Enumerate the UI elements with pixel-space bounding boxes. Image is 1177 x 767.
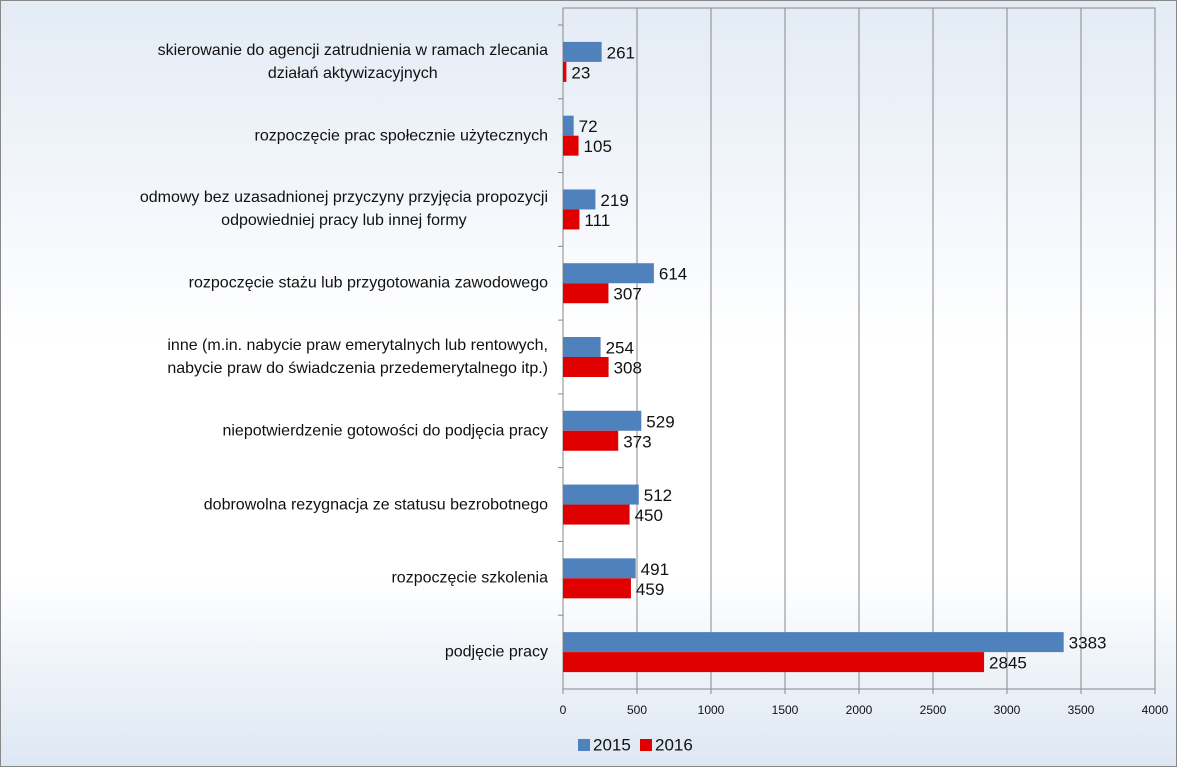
bar <box>563 209 580 230</box>
x-tick-label: 2000 <box>846 703 873 717</box>
category-label: rozpoczęcie prac społecznie użytecznych <box>254 127 548 145</box>
value-label: 307 <box>613 285 641 304</box>
bar <box>563 189 596 210</box>
bar <box>563 61 567 82</box>
bar <box>563 578 631 599</box>
value-label: 529 <box>646 412 674 431</box>
value-label: 219 <box>600 191 628 210</box>
x-tick-label: 1000 <box>698 703 725 717</box>
legend-label: 2015 <box>593 735 631 754</box>
value-label: 614 <box>659 265 687 284</box>
bar <box>563 283 609 304</box>
bar <box>563 558 636 579</box>
bar <box>563 263 654 284</box>
value-label: 111 <box>584 211 610 230</box>
value-label: 2845 <box>989 654 1027 673</box>
value-label: 3383 <box>1069 634 1107 653</box>
value-label: 491 <box>641 560 669 579</box>
bar <box>563 337 601 357</box>
bar <box>563 632 1064 653</box>
x-tick-label: 500 <box>627 703 647 717</box>
category-label: skierowanie do agencji zatrudnienia w ra… <box>157 41 548 82</box>
category-label: podjęcie pracy <box>444 643 548 661</box>
value-label: 254 <box>606 338 634 357</box>
value-label: 450 <box>635 506 663 525</box>
x-tick-label: 0 <box>560 703 567 717</box>
bar <box>563 430 619 451</box>
bar <box>563 484 639 505</box>
legend-label: 2016 <box>655 735 693 754</box>
category-label: rozpoczęcie szkolenia <box>391 569 548 587</box>
x-tick-label: 2500 <box>920 703 947 717</box>
value-label: 512 <box>644 486 672 505</box>
category-label: niepotwierdzenie gotowości do podjęcia p… <box>222 422 548 440</box>
value-label: 72 <box>579 117 598 136</box>
bar <box>563 357 609 377</box>
category-label: inne (m.in. nabycie praw emerytalnych lu… <box>167 337 548 377</box>
bar <box>563 504 630 525</box>
legend-swatch <box>578 739 590 751</box>
value-label: 23 <box>571 63 590 82</box>
x-tick-label: 1500 <box>772 703 799 717</box>
bar <box>563 652 985 673</box>
value-label: 373 <box>623 432 651 451</box>
bar <box>563 135 579 156</box>
value-label: 459 <box>636 580 664 599</box>
bar <box>563 115 574 136</box>
x-tick-label: 3500 <box>1068 703 1095 717</box>
legend-swatch <box>640 739 652 751</box>
bar <box>563 41 602 62</box>
x-tick-label: 4000 <box>1142 703 1169 717</box>
category-label: dobrowolna rezygnacja ze statusu bezrobo… <box>203 496 548 514</box>
value-label: 261 <box>607 43 635 62</box>
value-label: 308 <box>614 358 642 377</box>
x-tick-label: 3000 <box>994 703 1021 717</box>
value-label: 105 <box>584 137 612 156</box>
category-label: odmowy bez uzasadnionej przyczyny przyję… <box>139 189 548 230</box>
category-label: rozpoczęcie stażu lub przygotowania zawo… <box>188 274 548 292</box>
bar <box>563 410 642 431</box>
